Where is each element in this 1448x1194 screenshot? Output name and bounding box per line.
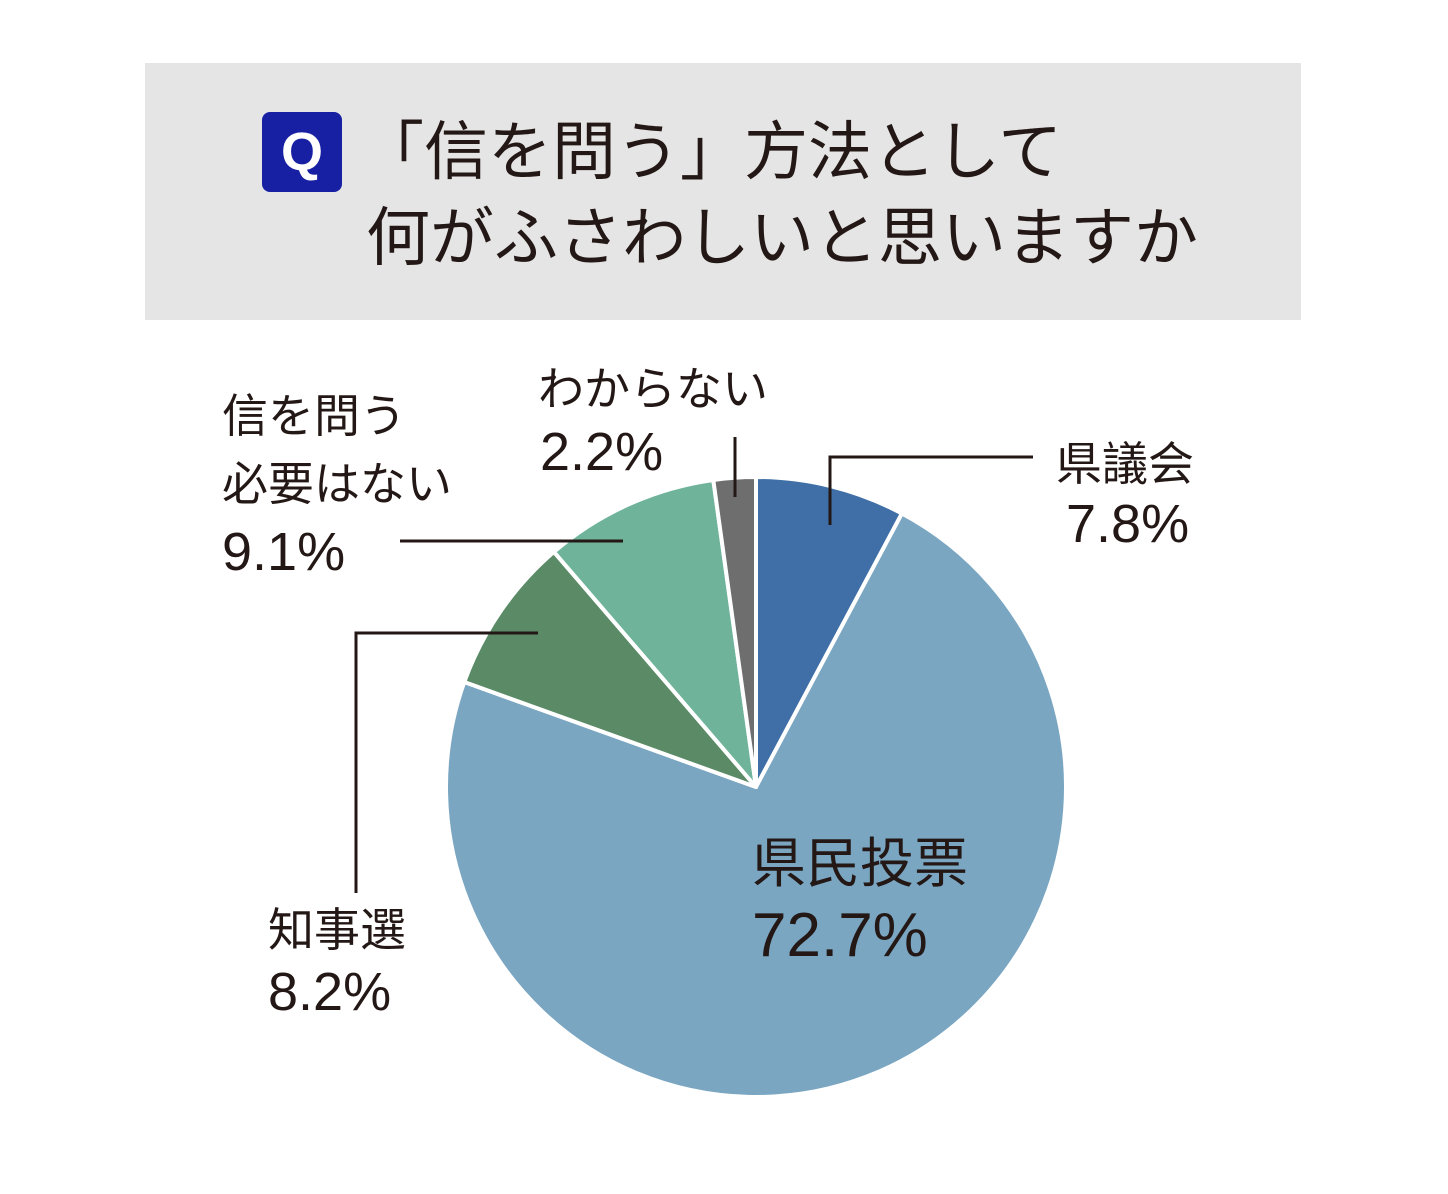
slice-label-prefectural-referendum: 県民投票 <box>752 832 968 895</box>
slice-label-no-need-line-1: 信を問う <box>222 389 406 443</box>
slice-value-prefectural-assembly: 7.8% <box>1066 494 1189 554</box>
leader-line-prefectural-assembly <box>828 455 1033 525</box>
pie-slice-prefectural-referendum <box>444 511 1069 1099</box>
slice-value-prefectural-referendum: 72.7% <box>752 901 928 970</box>
slice-value-unknown: 2.2% <box>540 422 663 482</box>
question-title-line-2: 何がふさわしいと思いますか <box>366 202 1198 276</box>
question-box <box>145 63 1301 320</box>
slice-label-no-need-line-2: 必要はない <box>222 457 452 511</box>
slice-value-no-need: 9.1% <box>222 522 345 582</box>
pie-slices <box>444 475 1069 1099</box>
slice-label-governor-election: 知事選 <box>268 903 406 957</box>
slice-label-unknown: わからない <box>538 362 768 416</box>
slice-value-governor-election: 8.2% <box>268 962 391 1022</box>
pie-slice-governor-election <box>462 549 758 789</box>
leader-line-governor-election <box>354 631 538 893</box>
question-title-line-1: 「信を問う」方法として <box>360 116 1063 190</box>
slice-label-prefectural-assembly: 県議会 <box>1056 437 1194 491</box>
question-badge: Q <box>262 112 342 192</box>
pie-slice-no-need <box>551 477 758 789</box>
